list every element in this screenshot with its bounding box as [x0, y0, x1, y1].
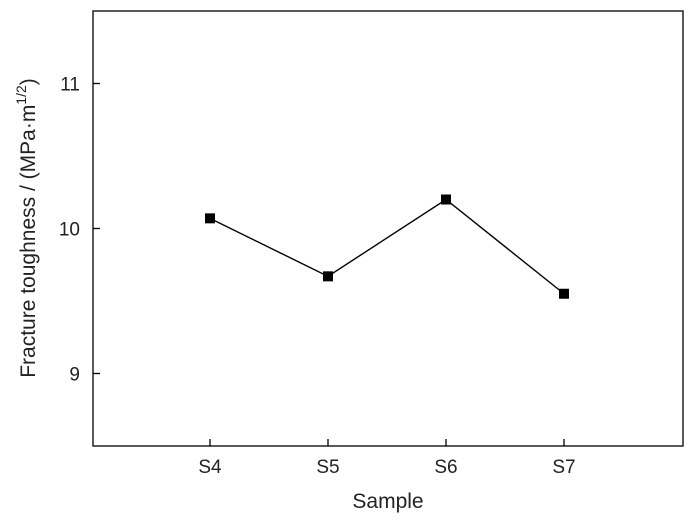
data-point-marker — [559, 288, 569, 299]
x-axis-label: Sample — [352, 490, 423, 513]
data-points — [205, 194, 569, 299]
y-axis-label-tail: ) — [17, 78, 40, 85]
data-point-marker — [323, 271, 333, 282]
y-tick-label: 9 — [69, 365, 80, 386]
y-axis-label: Fracture toughness / (MPa·m1/2) — [13, 78, 40, 378]
plot-frame — [92, 10, 684, 447]
x-tick-label: S4 — [198, 457, 222, 478]
series-line — [209, 198, 565, 295]
y-tick-label: 10 — [59, 220, 80, 241]
y-axis-label-main: Fracture toughness / (MPa·m — [17, 105, 40, 378]
x-tick-label: S7 — [552, 457, 575, 478]
y-axis-ticks: 9 10 11 — [59, 75, 100, 386]
x-tick-label: S6 — [434, 457, 457, 478]
x-axis-ticks: S4 S5 S6 S7 — [198, 439, 576, 478]
data-point-marker — [441, 194, 451, 205]
y-tick-label: 11 — [60, 75, 80, 96]
data-point-marker — [205, 213, 215, 224]
y-axis-label-sup: 1/2 — [13, 85, 29, 105]
x-tick-label: S5 — [316, 457, 339, 478]
